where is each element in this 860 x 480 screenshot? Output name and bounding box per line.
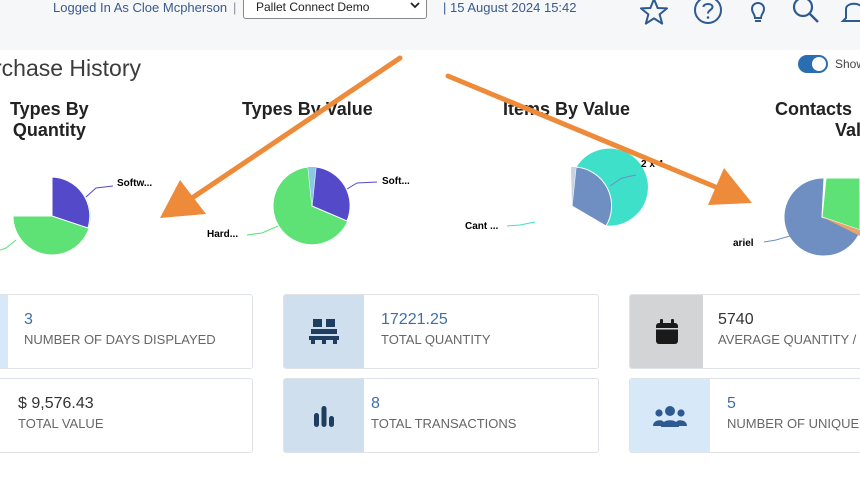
- calendar-icon: [630, 295, 703, 368]
- stat-label: TOTAL TRANSACTIONS: [371, 416, 517, 431]
- pie-slice-software: [51, 176, 91, 229]
- chart-title-line: Quantity: [12, 120, 86, 140]
- pie-label-cant: Cant ...: [465, 221, 499, 232]
- pie-chart-items-by-value[interactable]: [506, 147, 649, 227]
- pie-label-hardware: Hard...: [207, 229, 239, 240]
- toggle-knob: [812, 57, 826, 71]
- pie-label-software: Softw...: [117, 178, 153, 189]
- stat-card-total-transactions: 8 TOTAL TRANSACTIONS: [283, 378, 599, 453]
- star-icon[interactable]: [638, 0, 670, 28]
- stat-card-unique: 5 NUMBER OF UNIQUE: [629, 378, 860, 453]
- chart-title-line: Value: [835, 120, 860, 140]
- stat-value: 17221.25: [381, 311, 448, 328]
- stat-value: 8: [371, 395, 380, 412]
- chart-title-line: Types By: [10, 99, 89, 119]
- page-title: rchase History: [0, 55, 141, 81]
- top-bar: Logged In As Cloe Mcpherson | Pallet Con…: [0, 0, 860, 50]
- stat-value: $ 9,576.43: [18, 395, 94, 412]
- lightbulb-icon[interactable]: [742, 0, 774, 28]
- stat-value: 3: [24, 311, 33, 328]
- chart-title-contacts-value: Contacts Value: [775, 99, 860, 141]
- stat-value: 5740: [718, 311, 754, 328]
- stat-card-days: 3 NUMBER OF DAYS DISPLAYED: [0, 294, 253, 369]
- stat-card-average-quantity: 5740 AVERAGE QUANTITY /: [629, 294, 860, 369]
- date-time-text: | 15 August 2024 15:42: [443, 0, 577, 15]
- pie-chart-types-by-value[interactable]: [246, 166, 378, 246]
- help-icon[interactable]: [692, 0, 724, 28]
- search-icon[interactable]: [790, 0, 822, 28]
- stat-label: TOTAL VALUE: [18, 416, 104, 431]
- toggle-label: Show: [835, 57, 860, 71]
- stat-card-total-quantity: 17221.25 TOTAL QUANTITY: [283, 294, 599, 369]
- pie-label-ariel: ariel: [733, 238, 754, 249]
- bell-icon[interactable]: [838, 0, 860, 28]
- logged-in-text: Logged In As Cloe Mcpherson: [53, 0, 228, 15]
- header-separator: |: [233, 0, 237, 15]
- pie-chart-types-by-quantity[interactable]: [0, 176, 114, 256]
- show-toggle[interactable]: [798, 55, 828, 73]
- stat-label: TOTAL QUANTITY: [381, 332, 491, 347]
- pallet-icon: [284, 295, 364, 368]
- stat-label: NUMBER OF UNIQUE: [727, 416, 860, 431]
- stat-value: 5: [727, 395, 736, 412]
- stat-label: AVERAGE QUANTITY /: [718, 332, 857, 347]
- chart-title-types-by-quantity: Types By Quantity: [10, 99, 89, 141]
- stat-card-total-value: $ 9,576.43 TOTAL VALUE: [0, 378, 253, 453]
- stat-icon-strip: [0, 295, 8, 368]
- pie-label-2x4: 2 x 4...: [641, 159, 672, 170]
- pie-label-software: Soft...: [382, 176, 410, 187]
- site-select-value: Pallet Connect Demo: [256, 0, 370, 14]
- chart-title-line: Contacts: [775, 99, 853, 119]
- stat-label: NUMBER OF DAYS DISPLAYED: [24, 332, 216, 347]
- chevron-down-icon: [410, 2, 420, 9]
- bar-chart-icon: [284, 379, 364, 452]
- users-icon: [630, 379, 710, 452]
- pie-chart-contacts-value[interactable]: [763, 177, 860, 257]
- site-select[interactable]: Pallet Connect Demo: [243, 0, 427, 19]
